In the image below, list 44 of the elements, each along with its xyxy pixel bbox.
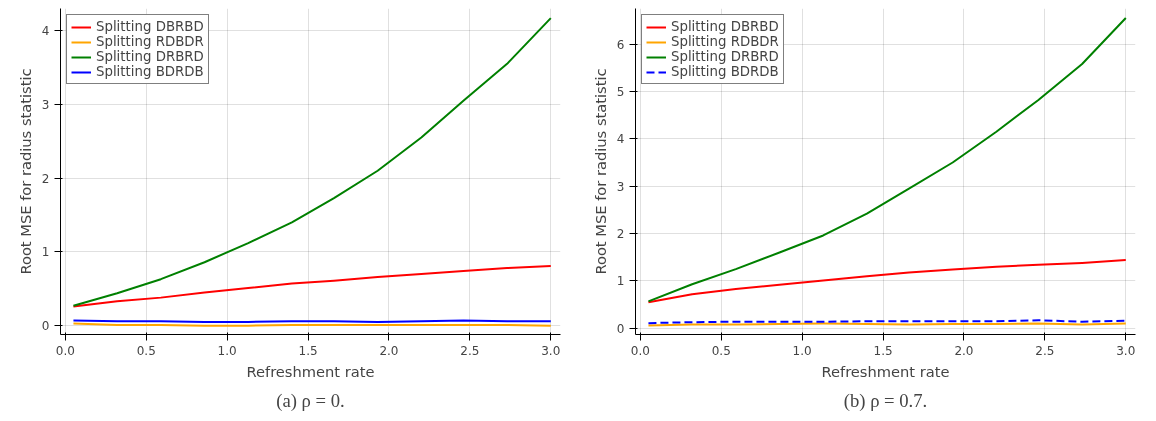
x-tick-label: 2.0 <box>954 343 974 358</box>
y-axis-title: Root MSE for radius statistic <box>16 68 34 275</box>
x-tick-label: 0.0 <box>630 343 650 358</box>
y-tick-label: 3 <box>616 179 625 194</box>
x-tick-label: 1.5 <box>873 343 893 358</box>
y-tick-label: 1 <box>616 274 625 289</box>
legend-label: Splitting DBRBD <box>671 19 779 34</box>
x-tick-label: 1.0 <box>792 343 812 358</box>
legend-label: Splitting RDBDR <box>671 34 779 49</box>
x-tick-label: 0.0 <box>55 343 75 358</box>
y-tick-label: 3 <box>41 97 50 112</box>
y-tick-label: 5 <box>616 84 625 99</box>
y-tick-label: 1 <box>41 245 50 260</box>
y-tick-label: 2 <box>616 227 625 242</box>
legend-label: Splitting DBRBD <box>96 19 204 34</box>
x-tick-label: 3.0 <box>1116 343 1136 358</box>
text: (b) ρ = 0.7. <box>843 389 928 412</box>
x-tick-label: 0.5 <box>711 343 731 358</box>
legend-label: Splitting BDRDB <box>96 64 204 79</box>
text: (a) ρ = 0. <box>276 389 345 412</box>
y-axis-title: Root MSE for radius statistic <box>591 68 609 275</box>
legend-label: Splitting DRBRD <box>96 49 204 64</box>
y-tick-label: 0 <box>41 319 50 334</box>
y-tick-label: 4 <box>41 24 50 39</box>
line-series <box>647 259 1127 304</box>
x-tick-label: 2.5 <box>460 343 480 358</box>
y-tick-label: 2 <box>41 171 50 186</box>
line-series <box>72 264 552 308</box>
x-axis-title: Refreshment rate <box>246 362 375 380</box>
x-tick-label: 2.0 <box>379 343 399 358</box>
legend-label: Splitting RDBDR <box>96 34 204 49</box>
x-tick-label: 1.5 <box>298 343 318 358</box>
legend-label: Splitting DRBRD <box>671 49 779 64</box>
y-tick-label: 0 <box>616 321 625 336</box>
x-tick-label: 3.0 <box>541 343 561 358</box>
x-tick-label: 1.0 <box>217 343 237 358</box>
x-tick-label: 0.5 <box>136 343 156 358</box>
y-tick-label: 4 <box>616 132 625 147</box>
line-series <box>72 17 552 307</box>
line-series <box>647 16 1127 303</box>
x-axis-title: Refreshment rate <box>821 362 950 380</box>
x-tick-label: 2.5 <box>1035 343 1055 358</box>
y-tick-label: 6 <box>616 37 625 52</box>
legend-label: Splitting BDRDB <box>671 64 779 79</box>
